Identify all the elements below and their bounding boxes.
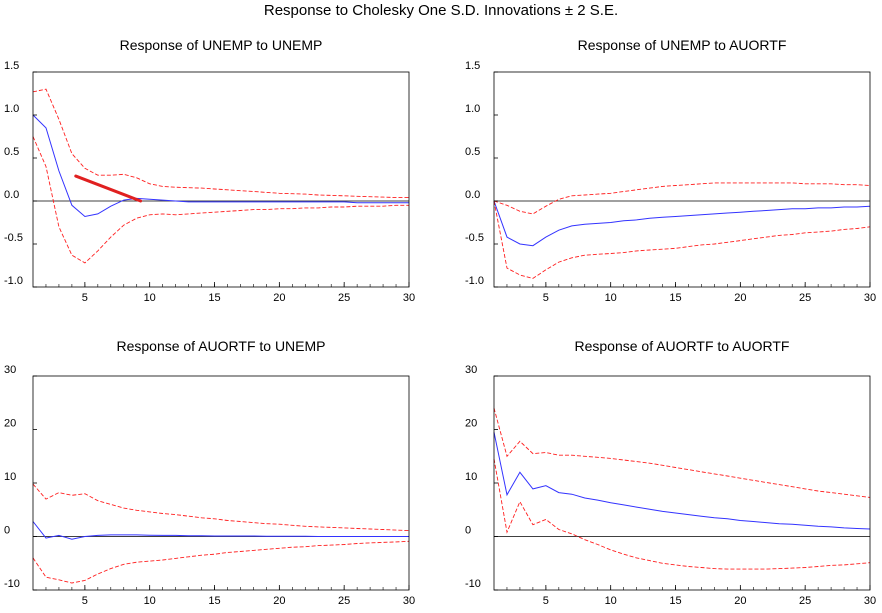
upper-band-line-3 bbox=[32, 483, 410, 532]
response-line-4 bbox=[493, 432, 871, 530]
y-tick-label-1-3: 0.0 bbox=[4, 189, 19, 201]
y-tick-label-4-4: -10 bbox=[465, 578, 481, 590]
x-tick-label-1-2: 15 bbox=[208, 292, 220, 304]
panel-title-3: Response of AUORTF to UNEMP bbox=[116, 338, 326, 354]
y-tick-label-2-3: 0.0 bbox=[465, 189, 480, 201]
y-tick-label-1-4: -0.5 bbox=[4, 232, 23, 244]
y-tick-label-2-2: 0.5 bbox=[465, 146, 480, 158]
y-tick-label-3-0: 30 bbox=[4, 364, 16, 376]
x-tick-label-1-5: 30 bbox=[403, 292, 415, 304]
x-tick-label-1-4: 25 bbox=[338, 292, 350, 304]
response-line-1 bbox=[32, 114, 409, 218]
x-tick-label-4-3: 20 bbox=[734, 595, 746, 607]
x-tick-label-3-0: 5 bbox=[82, 595, 88, 607]
upper-band-line-1 bbox=[32, 88, 409, 199]
figure-title: Response to Cholesky One S.D. Innovation… bbox=[263, 2, 619, 19]
y-tick-label-1-1: 1.0 bbox=[4, 103, 19, 115]
y-tick-label-4-2: 10 bbox=[465, 471, 477, 483]
y-tick-label-2-5: -1.0 bbox=[465, 275, 484, 287]
y-tick-label-2-0: 1.5 bbox=[465, 60, 480, 72]
panel-title-4: Response of AUORTF to AUORTF bbox=[574, 338, 790, 354]
x-tick-label-4-1: 10 bbox=[605, 595, 617, 607]
y-tick-label-1-2: 0.5 bbox=[4, 146, 19, 158]
panel-title-1: Response of UNEMP to UNEMP bbox=[119, 37, 323, 53]
y-tick-label-1-5: -1.0 bbox=[4, 275, 23, 287]
y-tick-label-3-3: 0 bbox=[4, 525, 10, 537]
x-tick-label-4-2: 15 bbox=[669, 595, 681, 607]
y-tick-label-2-1: 1.0 bbox=[465, 103, 480, 115]
upper-band-line-4 bbox=[493, 407, 871, 498]
plot-frame-1 bbox=[32, 71, 410, 288]
x-tick-label-2-4: 25 bbox=[799, 292, 811, 304]
x-tick-label-3-2: 15 bbox=[208, 595, 220, 607]
plot-frame-4 bbox=[493, 375, 871, 591]
plot-frame-2 bbox=[493, 71, 871, 288]
x-tick-label-1-3: 20 bbox=[273, 292, 285, 304]
y-tick-label-4-1: 20 bbox=[465, 418, 477, 430]
x-tick-label-4-5: 30 bbox=[864, 595, 876, 607]
x-tick-label-1-1: 10 bbox=[144, 292, 156, 304]
x-tick-label-3-4: 25 bbox=[338, 595, 350, 607]
y-tick-label-3-2: 10 bbox=[4, 471, 16, 483]
x-tick-label-3-3: 20 bbox=[273, 595, 285, 607]
lower-band-line-3 bbox=[32, 540, 410, 584]
annotation-line-1 bbox=[74, 174, 143, 203]
x-tick-label-3-1: 10 bbox=[144, 595, 156, 607]
y-tick-label-1-0: 1.5 bbox=[4, 60, 19, 72]
x-tick-label-2-5: 30 bbox=[864, 292, 876, 304]
lower-band-line-1 bbox=[32, 136, 409, 264]
x-tick-label-4-0: 5 bbox=[543, 595, 549, 607]
response-line-3 bbox=[32, 521, 409, 540]
y-tick-label-3-4: -10 bbox=[4, 578, 20, 590]
y-tick-label-4-0: 30 bbox=[465, 364, 477, 376]
response-line-2 bbox=[493, 200, 871, 247]
y-tick-label-4-3: 0 bbox=[465, 525, 471, 537]
x-tick-label-2-1: 10 bbox=[605, 292, 617, 304]
x-tick-label-2-0: 5 bbox=[543, 292, 549, 304]
x-tick-label-4-4: 25 bbox=[799, 595, 811, 607]
x-tick-label-3-5: 30 bbox=[403, 595, 415, 607]
x-tick-label-2-2: 15 bbox=[669, 292, 681, 304]
lower-band-line-2 bbox=[493, 200, 871, 279]
y-tick-label-2-4: -0.5 bbox=[465, 232, 484, 244]
plot-frame-3 bbox=[32, 375, 410, 591]
upper-band-line-2 bbox=[493, 182, 871, 215]
panel-title-2: Response of UNEMP to AUORTF bbox=[577, 37, 787, 53]
x-tick-label-2-3: 20 bbox=[734, 292, 746, 304]
x-tick-label-1-0: 5 bbox=[82, 292, 88, 304]
y-tick-label-3-1: 20 bbox=[4, 418, 16, 430]
